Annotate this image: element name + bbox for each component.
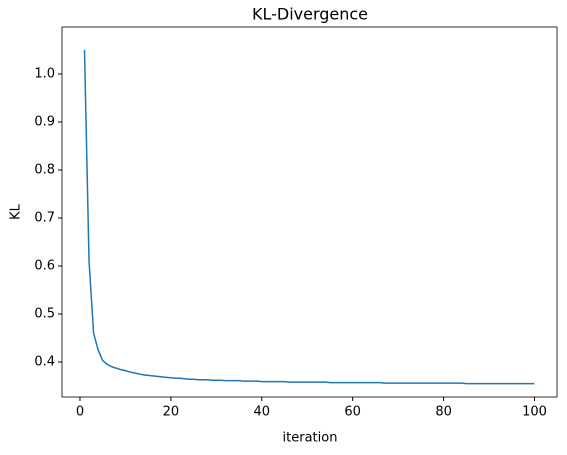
y-tick-label: 0.5 <box>34 306 55 321</box>
x-tick-label: 100 <box>522 405 547 420</box>
data-line <box>83 50 535 385</box>
y-tick-label: 1.0 <box>34 67 55 82</box>
x-axis-label: iteration <box>283 431 338 446</box>
y-tick-label: 0.7 <box>34 210 55 225</box>
y-tick-label: 0.8 <box>34 163 55 178</box>
x-tick-label: 0 <box>76 405 84 420</box>
x-tick-label: 20 <box>163 405 180 420</box>
plot-frame <box>61 26 558 398</box>
y-tick-label: 0.4 <box>34 354 55 369</box>
y-tick-label: 0.9 <box>34 115 55 130</box>
y-axis-label: KL <box>9 203 24 220</box>
x-tick-label: 60 <box>344 405 361 420</box>
y-tick-label: 0.6 <box>34 258 55 273</box>
x-tick-label: 80 <box>435 405 452 420</box>
chart-title: KL-Divergence <box>252 5 368 24</box>
x-tick-label: 40 <box>253 405 270 420</box>
